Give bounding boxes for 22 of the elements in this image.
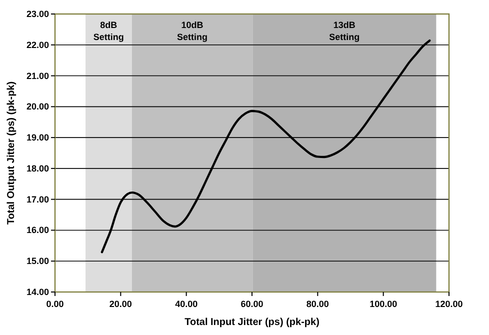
y-tick-label: 19.00 <box>26 132 49 143</box>
y-tick-label: 20.00 <box>26 102 49 112</box>
y-tick-label: 16.00 <box>26 225 49 236</box>
y-tick-label: 15.00 <box>26 256 49 266</box>
band-label: 10dB Setting <box>176 20 208 42</box>
band-label: 13dB Setting <box>329 20 360 42</box>
y-tick-label: 14.00 <box>26 287 49 297</box>
x-tick-label: 120.00 <box>435 299 463 309</box>
x-tick-label: 20.00 <box>109 299 132 309</box>
y-axis-title: Total Output Jitter (ps) (pk-pk) <box>6 81 17 225</box>
x-tick-label: 80.00 <box>306 299 329 309</box>
x-tick-label: 60.00 <box>240 299 264 309</box>
x-tick-label: 100.00 <box>370 299 398 309</box>
y-tick-label: 22.00 <box>26 40 49 50</box>
y-tick-label: 18.00 <box>26 163 49 174</box>
y-tick-label: 23.00 <box>26 9 49 19</box>
x-axis-title: Total Input Jitter (ps) (pk-pk) <box>184 317 320 328</box>
y-tick-label: 21.00 <box>26 70 49 81</box>
band-label: 8dB Setting <box>93 20 124 42</box>
x-tick-label: 0.00 <box>46 299 64 309</box>
y-tick-label: 17.00 <box>26 194 49 204</box>
x-tick-label: 40.00 <box>175 299 198 309</box>
